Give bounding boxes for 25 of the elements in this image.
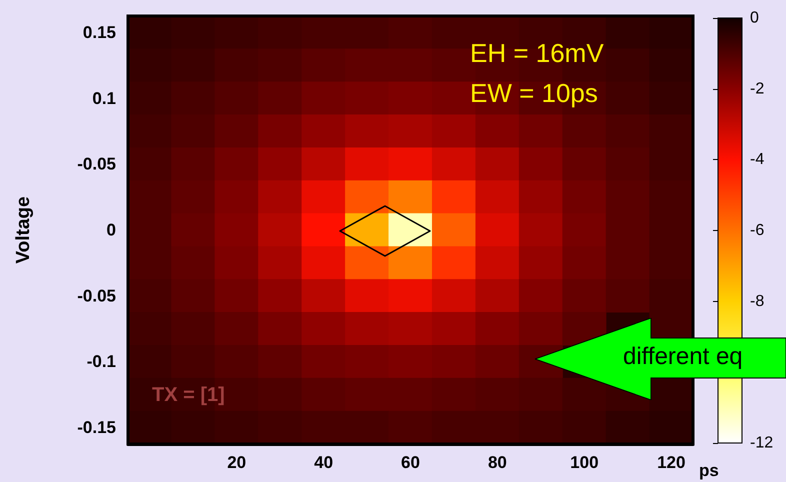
x-tick-label: 40 (314, 453, 334, 472)
y-tick-label: 0 (106, 220, 116, 240)
color-bar-label: -4 (750, 151, 764, 168)
color-bar-label: 0 (750, 10, 759, 26)
y-tick-label: -0.1 (86, 352, 116, 372)
color-bar-label: -8 (750, 292, 764, 310)
annotation: EH = 16mV (470, 38, 604, 68)
x-tick-label: 120 (657, 453, 686, 472)
y-tick-label: 0.15 (82, 22, 116, 42)
color-bar-label: -6 (750, 222, 764, 239)
x-axis-title: ps (699, 461, 719, 480)
y-axis-title: Voltage (13, 196, 34, 264)
annotation: TX = [1] (152, 384, 225, 406)
annotation: EW = 10ps (470, 78, 598, 108)
x-tick-label: 100 (570, 453, 599, 472)
x-tick-label: 80 (488, 453, 507, 472)
x-tick-label: 60 (401, 453, 420, 472)
y-tick-label: -0.05 (77, 286, 116, 306)
y-tick-label: 0.1 (92, 88, 116, 108)
y-tick-label: -0.05 (77, 154, 116, 174)
x-tick-label: 20 (227, 453, 246, 472)
y-tick-label: -0.15 (77, 418, 116, 438)
color-bar-label: -12 (750, 434, 774, 452)
color-bar-label: -2 (750, 80, 764, 98)
annotation: different eq (623, 343, 743, 371)
